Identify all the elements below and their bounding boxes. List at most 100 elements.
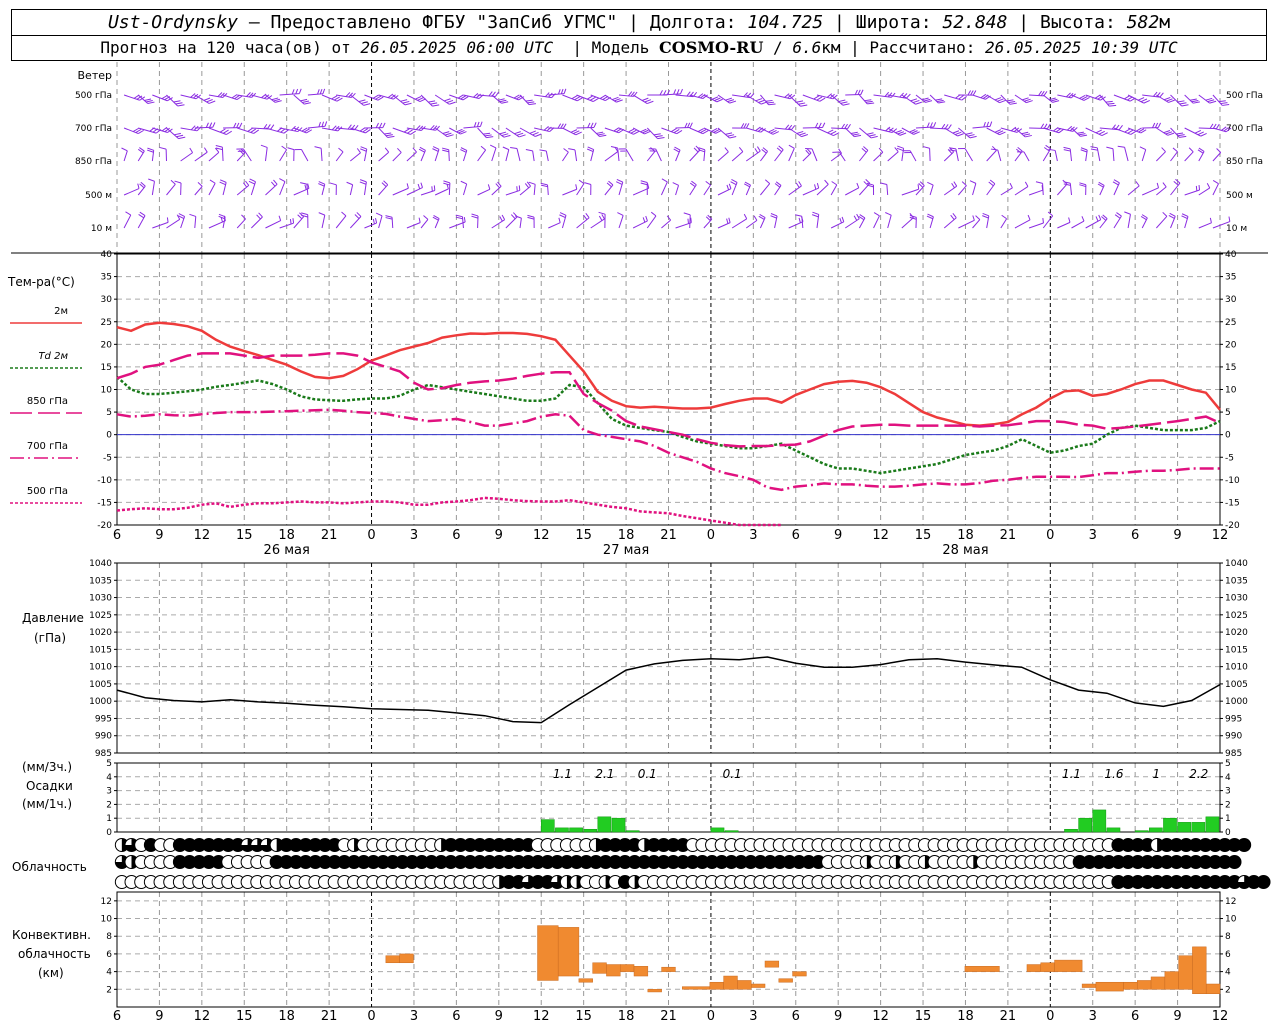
y-tick-label-left: 20 [101,340,113,350]
x-tick-label: 12 [194,528,211,543]
wind-barb-feather [925,100,933,103]
x-tick-label: 21 [1000,528,1017,543]
precip-bar [1191,822,1206,833]
wind-barb-feather [176,134,184,138]
wind-barb-feather [897,145,904,149]
wind-barb-feather [840,101,848,104]
wind-barb-icon [385,215,394,229]
wind-barb-staff [392,152,402,162]
wind-barb-feather [909,129,916,133]
wind-barb-icon [646,127,665,140]
wind-barb-icon [123,211,132,229]
day-label: 26 мая [264,543,310,558]
wind-barb-feather [630,129,637,134]
x-tick-label: 6 [1131,528,1139,543]
wind-barb-feather [1165,131,1173,135]
wind-barb-feather [789,94,796,100]
wind-barb-icon [236,148,246,162]
wind-barb-icon [648,148,662,162]
wind-barb-feather [319,88,323,95]
wind-barb-feather [684,122,688,128]
y-tick-label-right: 0 [1225,431,1231,441]
wind-barb-feather [587,146,594,150]
wind-barb-feather [1216,148,1222,153]
wind-barb-feather [589,96,596,101]
wind-barb-feather [483,132,491,135]
wind-barb-icon [1000,94,1017,105]
wind-barb-feather [291,89,295,95]
wind-barb-staff [462,183,468,196]
wind-barb-icon [646,211,657,229]
y-tick-label-right: 8 [1225,932,1231,942]
wind-barb-feather [729,100,737,104]
wind-barb-feather [586,148,594,153]
wind-barb-icon [598,211,606,229]
wind-barb-icon [887,147,899,162]
wind-barb-feather [1173,181,1179,186]
wind-barb-icon [880,182,889,196]
wind-barb-icon [180,93,202,100]
wind-barb-feather [432,125,438,131]
wind-barb-icon [887,92,911,99]
wind-barb-feather [415,95,422,100]
precip-bar [597,816,612,833]
wind-barb-feather [144,98,152,101]
pressure-unit: (гПа) [34,631,66,645]
wind-barb-feather [174,132,182,136]
wind-barb-feather [444,98,451,102]
wind-barb-feather [260,144,268,148]
x-tick-label: 9 [834,528,842,543]
wind-barb-staff [845,187,860,196]
wind-barb-feather [1080,149,1088,153]
wind-barb-icon [969,180,977,196]
wind-barb-staff [830,184,838,196]
wind-barb-icon [420,124,440,131]
wind-barb-feather [403,128,410,133]
wind-barb-icon [1168,212,1176,229]
wind-barb-feather [599,94,606,99]
wind-barb-feather [831,181,838,186]
y-tick-label-left: 2 [106,800,112,810]
wind-barb-icon [208,179,216,196]
wind-barb-feather [318,121,321,128]
convective-cloud-panel: 2 2 4 4 6 6 8 8 10 10 12 12 Конвективн. облачность (км… [12,891,1237,1008]
wind-barb-feather [303,128,310,133]
wind-barb-icon [672,182,680,196]
wind-barb-feather [927,181,934,186]
wind-barb-feather [673,148,680,153]
wind-barb-icon [743,181,751,196]
cloud-fill [260,838,274,852]
wind-barb-feather [1135,181,1140,187]
wind-barb-feather [716,98,723,103]
wind-barb-staff [675,185,680,196]
wind-barb-icon [618,148,634,162]
wind-barb-feather [527,216,535,220]
wind-barb-feather [936,99,944,103]
wind-barb-feather [137,148,144,154]
convective-bar [606,964,621,977]
wind-barb-feather [1024,98,1031,102]
wind-barb-staff [745,219,758,229]
wind-barb-icon [788,144,795,162]
wind-barb-feather [1023,133,1031,136]
wind-barb-feather [375,212,383,217]
wind-barb-staff [151,181,155,196]
wind-barb-icon [166,214,181,229]
wind-barb-feather [1181,104,1189,107]
y-tick-label-right: -20 [1225,521,1240,531]
wind-barb-feather [1022,97,1029,101]
wind-barb-icon [222,94,243,101]
wind-barb-staff [123,188,140,196]
wind-barb-icon [236,148,252,162]
wind-barb-feather [1044,147,1050,152]
wind-barb-feather [864,99,872,102]
wind-barb-feather [359,181,367,185]
time-axes: 6 9 12 15 18 21 0 3 6 9 12 15 18 21 0 3 6 9 12 15 18 21 0 3 6 9 12… [113,528,1228,1024]
wind-barb-feather [670,127,677,133]
wind-barb-icon [301,212,309,229]
wind-barb-feather [1105,100,1113,103]
precip-bar [710,827,725,833]
wind-barb-staff [1141,149,1147,162]
wind-barb-feather [444,132,452,136]
wind-barb-feather [499,99,507,103]
